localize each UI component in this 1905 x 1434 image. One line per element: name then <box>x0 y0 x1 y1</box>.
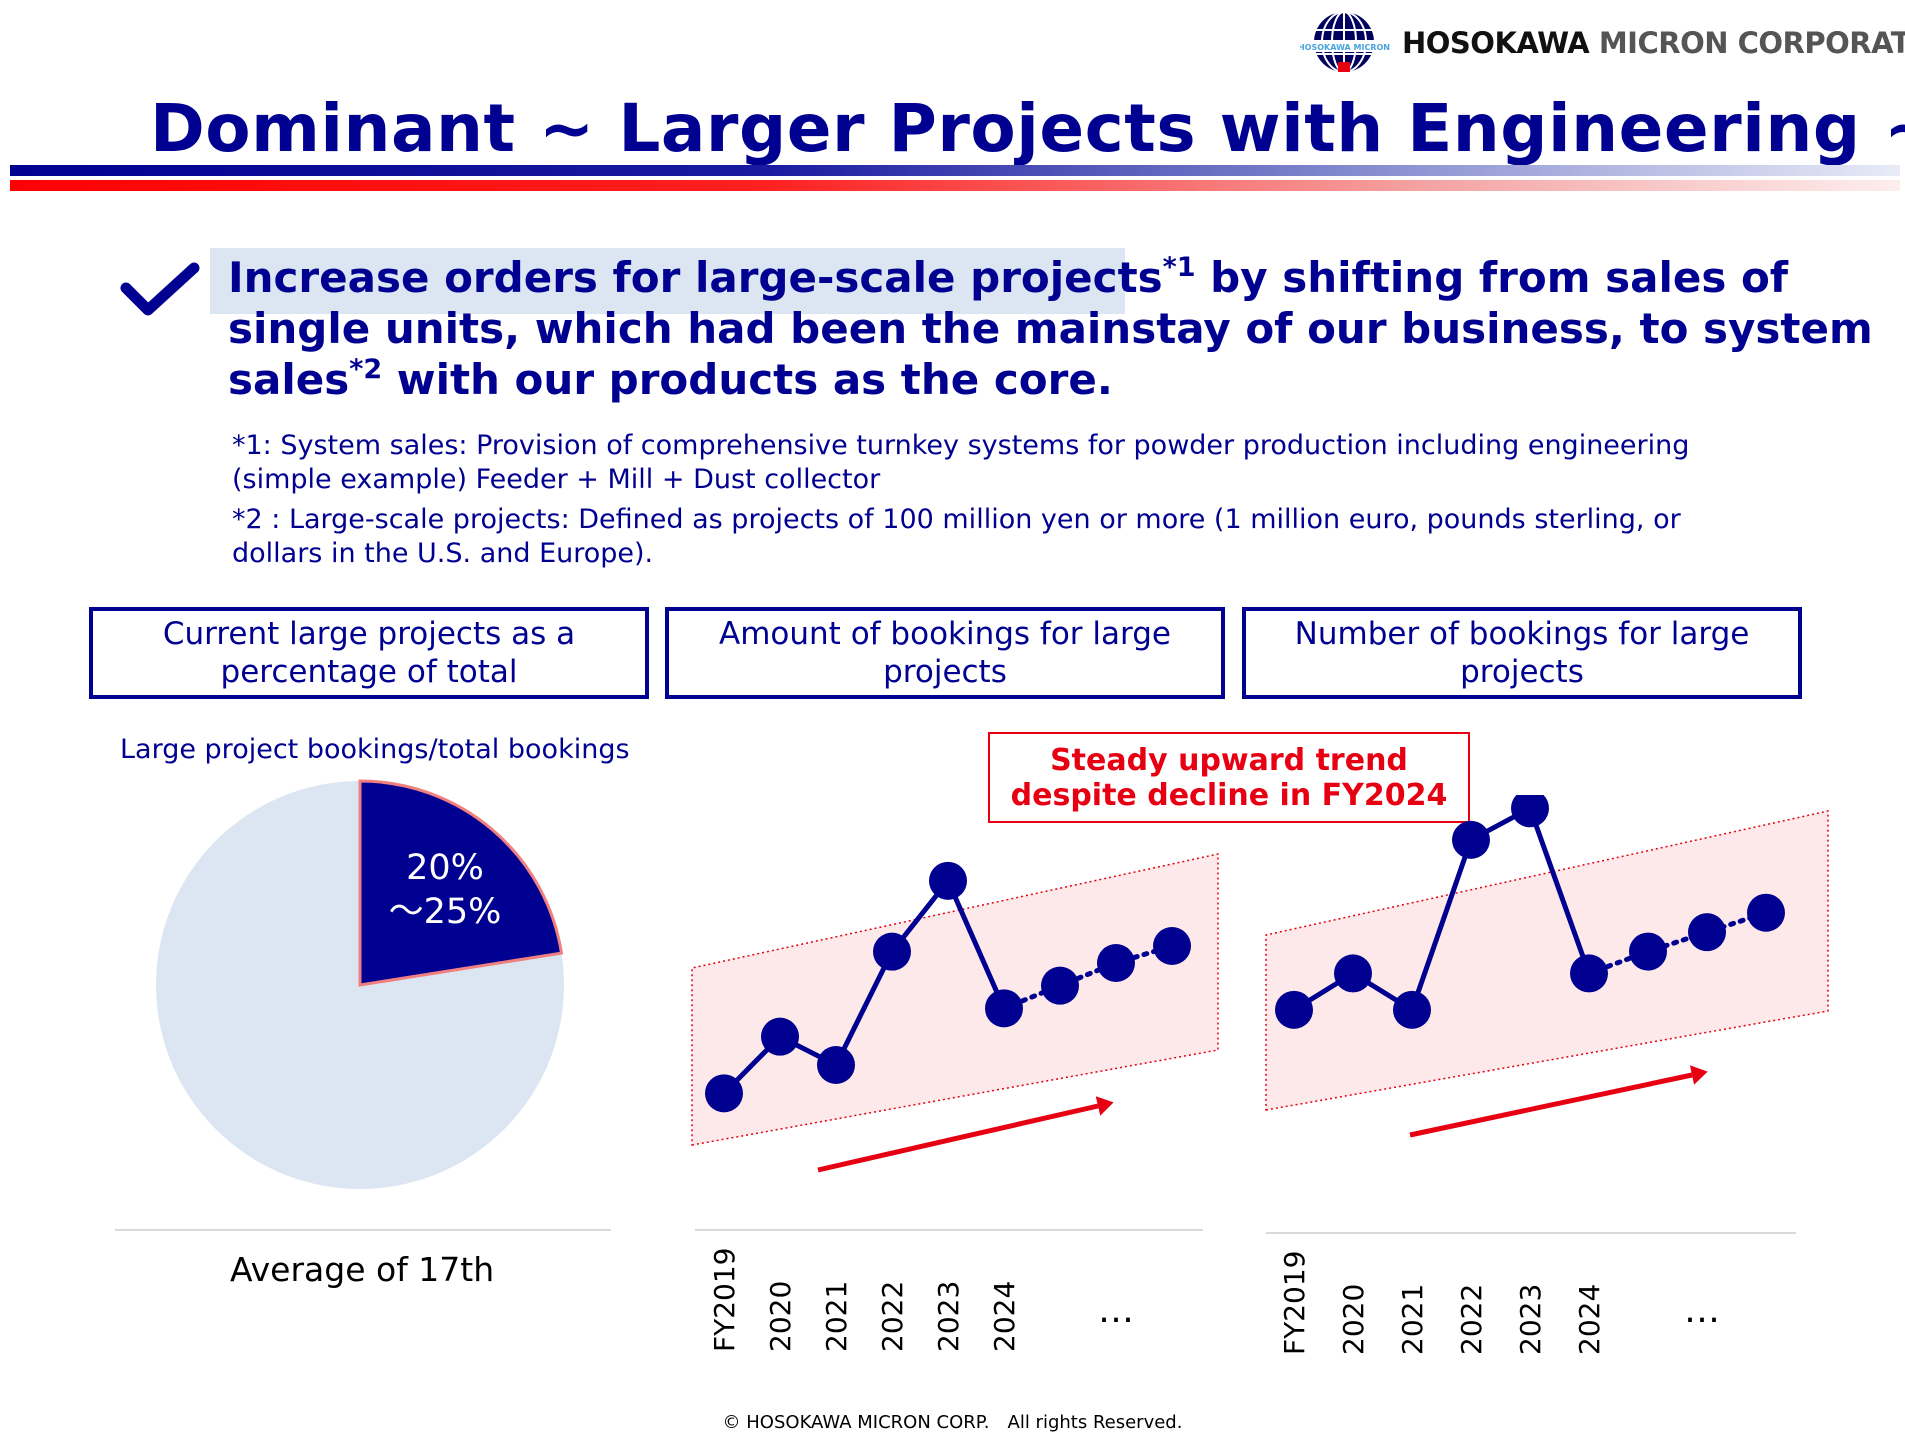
pie-footer: Average of 17th <box>230 1250 495 1289</box>
data-point <box>985 989 1023 1028</box>
x-tick-ellipsis: … <box>1684 1290 1720 1331</box>
logo-text: HOSOKAWA MICRON <box>1300 43 1390 52</box>
trend-arrow <box>817 1103 1099 1173</box>
x-tick-label: 2023 <box>1514 1283 1547 1355</box>
data-point <box>761 1017 799 1056</box>
title-rule-blue <box>10 165 1900 176</box>
data-point <box>1511 795 1549 828</box>
data-point <box>1452 820 1490 859</box>
highlight-band <box>210 248 1125 314</box>
data-point <box>1041 966 1079 1005</box>
x-tick-label: 2021 <box>820 1280 853 1352</box>
pie-label-line1: 20% <box>406 848 484 888</box>
headline-highlighted: Increase orders for large-scale projects <box>228 253 1163 302</box>
checkmark-icon <box>120 262 200 316</box>
x-tick-label: 2021 <box>1396 1283 1429 1355</box>
x-tick-label: 2022 <box>876 1280 909 1352</box>
headline-part3: with our products as the core. <box>382 355 1113 404</box>
box-booking-amount: Amount of bookings for large projects <box>665 607 1225 699</box>
headline-text: Increase orders for large-scale projects… <box>228 252 1888 405</box>
footnote-2: *2 : Large-scale projects: Defined as pr… <box>232 504 1681 569</box>
data-point <box>1393 990 1431 1029</box>
data-point <box>873 932 911 971</box>
data-point <box>1629 932 1667 971</box>
box-booking-count: Number of bookings for large projects <box>1242 607 1802 699</box>
company-name-rest: MICRON CORPORATION <box>1598 26 1905 60</box>
trend-callout: Steady upward trend despite decline in F… <box>988 732 1470 823</box>
x-tick-label: FY2019 <box>708 1247 741 1352</box>
company-name: HOSOKAWA MICRON CORPORATION <box>1402 26 1905 60</box>
trend-band <box>1265 810 1829 1111</box>
data-point <box>705 1074 743 1113</box>
page-title: Dominant ~ Larger Projects with Engineer… <box>150 90 1905 167</box>
data-point <box>1334 954 1372 993</box>
divider-amount <box>695 1229 1203 1231</box>
divider-pie <box>115 1229 611 1231</box>
box-large-project-share: Current large projects as a percentage o… <box>89 607 649 699</box>
data-point <box>1747 893 1785 932</box>
trend-callout-line2: despite decline in FY2024 <box>1010 777 1448 813</box>
x-tick-ellipsis: … <box>1098 1290 1134 1331</box>
footnote-ref-1: *1 <box>1162 252 1196 283</box>
data-point <box>1688 913 1726 952</box>
data-point <box>929 861 967 900</box>
headline-part2: by shifting from sales of single units, … <box>228 253 1873 404</box>
pie-label-line2: ～25% <box>389 892 502 932</box>
trend-arrow-head <box>1689 1065 1708 1085</box>
trend-arrow-head <box>1095 1096 1114 1116</box>
pie-chart: 20% ～25% <box>156 779 564 1189</box>
data-point <box>1153 927 1191 965</box>
copyright: © HOSOKAWA MICRON CORP. All rights Reser… <box>722 1412 1183 1433</box>
pie-caption: Large project bookings/total bookings <box>120 734 630 765</box>
data-point <box>1275 990 1313 1029</box>
pie-slice-large-projects <box>358 779 564 987</box>
globe-logo-icon: HOSOKAWA MICRON <box>1300 11 1390 73</box>
x-tick-label: 2022 <box>1455 1283 1488 1355</box>
data-point <box>817 1046 855 1084</box>
x-tick-label: 2023 <box>932 1280 965 1352</box>
chart-booking-amount <box>691 853 1219 1173</box>
company-logo: HOSOKAWA MICRON HOSOKAWA MICRON CORPORAT… <box>1300 10 1905 80</box>
series-line-forecast <box>1586 910 1769 976</box>
trend-arrow <box>1409 1072 1693 1138</box>
x-tick-label: FY2019 <box>1278 1250 1311 1355</box>
x-tick-label: 2024 <box>988 1280 1021 1352</box>
x-tick-label: 2020 <box>764 1280 797 1352</box>
series-line-forecast <box>1001 943 1175 1011</box>
footnote-1: *1: System sales: Provision of comprehen… <box>232 430 1690 495</box>
company-name-bold: HOSOKAWA <box>1402 26 1590 60</box>
divider-count <box>1266 1232 1796 1234</box>
x-tick-label: 2020 <box>1337 1283 1370 1355</box>
x-tick-label: 2024 <box>1573 1283 1606 1355</box>
data-point <box>1097 944 1135 982</box>
footnote-ref-2: *2 <box>349 354 383 385</box>
title-rule-red <box>10 180 1900 191</box>
trend-callout-line1: Steady upward trend <box>1050 742 1408 778</box>
chart-booking-count <box>1265 795 1829 1138</box>
data-point <box>1570 954 1608 993</box>
